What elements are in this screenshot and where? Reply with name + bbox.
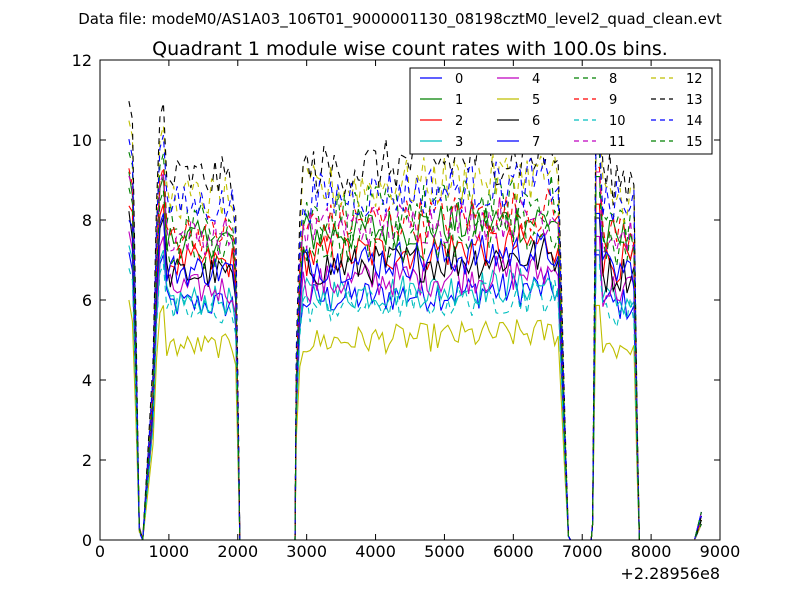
chart-title: Quadrant 1 module wise count rates with … xyxy=(152,38,668,60)
series-line-13 xyxy=(128,100,702,540)
legend-label: 8 xyxy=(609,72,617,87)
series-line-2 xyxy=(128,203,702,540)
x-tick-label: 1000 xyxy=(149,542,190,561)
x-tick-label: 3000 xyxy=(286,542,327,561)
legend-label: 15 xyxy=(686,135,703,150)
axes: 0 1000 2000 3000 4000 5000 6000 7000 8000 9000 0 2 4… xyxy=(72,51,741,561)
x-tick-label: 0 xyxy=(95,542,105,561)
series-line-4 xyxy=(128,231,702,540)
legend-label: 10 xyxy=(609,114,626,129)
series-line-3 xyxy=(128,245,702,540)
legend-label: 13 xyxy=(686,93,703,108)
plot-area xyxy=(128,100,702,540)
series-line-10 xyxy=(128,263,702,540)
y-tick-label: 8 xyxy=(82,211,92,230)
legend-label: 0 xyxy=(455,72,463,87)
y-tick-label: 12 xyxy=(72,51,92,70)
y-tick-label: 10 xyxy=(72,131,92,150)
x-tick-label: 5000 xyxy=(424,542,465,561)
legend-label: 14 xyxy=(686,114,703,129)
x-tick-label: 2000 xyxy=(217,542,258,561)
legend-label: 2 xyxy=(455,114,463,129)
series-line-5 xyxy=(128,299,702,540)
legend-label: 12 xyxy=(686,72,703,87)
series-line-11 xyxy=(128,171,702,540)
x-tick-label: 9000 xyxy=(700,542,741,561)
x-tick-label: 8000 xyxy=(631,542,672,561)
legend-label: 3 xyxy=(455,135,463,150)
x-tick-label: 7000 xyxy=(562,542,603,561)
legend-label: 1 xyxy=(455,93,463,108)
x-offset-label: +2.28956e8 xyxy=(620,564,720,583)
series-line-14 xyxy=(128,134,702,540)
series-line-9 xyxy=(128,166,702,540)
series-line-8 xyxy=(128,151,702,540)
series-line-7 xyxy=(128,212,702,540)
series-line-6 xyxy=(128,211,702,540)
series-line-15 xyxy=(128,187,702,540)
y-tick-label: 6 xyxy=(82,291,92,310)
legend-label: 4 xyxy=(532,72,540,87)
legend-box xyxy=(409,67,713,155)
legend-label: 11 xyxy=(609,135,626,150)
legend-label: 5 xyxy=(532,93,540,108)
legend-label: 9 xyxy=(609,93,617,108)
legend-label: 7 xyxy=(532,135,540,150)
y-tick-label: 0 xyxy=(82,531,92,550)
x-tick-label: 4000 xyxy=(355,542,396,561)
y-tick-label: 4 xyxy=(82,371,92,390)
legend-label: 6 xyxy=(532,114,540,129)
x-tick-label: 6000 xyxy=(493,542,534,561)
chart-supertitle: Data file: modeM0/AS1A03_106T01_90000011… xyxy=(78,10,722,29)
y-tick-label: 2 xyxy=(82,451,92,470)
